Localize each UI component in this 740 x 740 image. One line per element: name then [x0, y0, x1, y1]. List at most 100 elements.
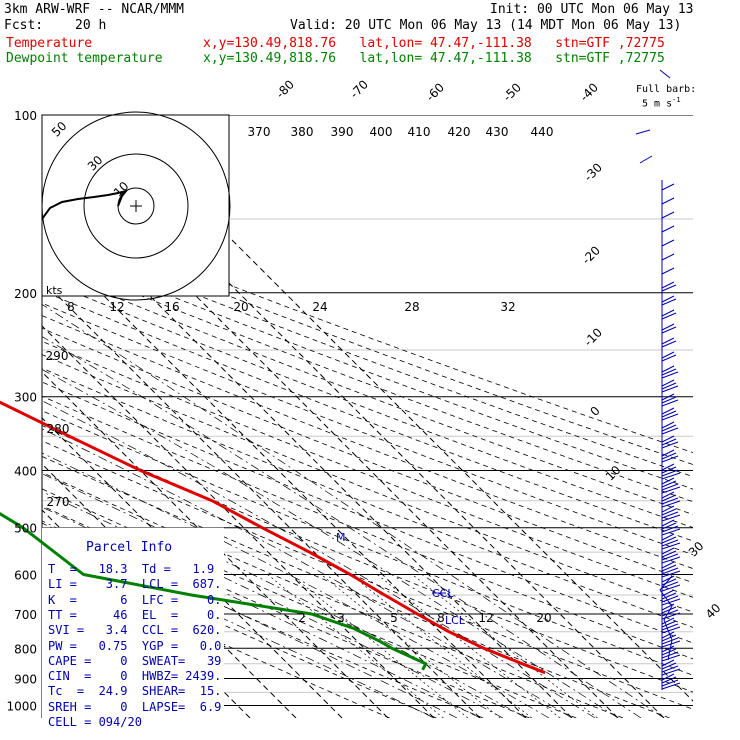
wind-barb — [661, 651, 679, 659]
dry-adiabat — [42, 354, 693, 613]
parcel-info-row: K = 6 LFC = 0. — [48, 592, 222, 607]
wind-barb — [661, 351, 675, 359]
wind-barb — [661, 337, 675, 345]
wind-barb — [661, 578, 677, 586]
wind-barb — [661, 197, 675, 205]
isotherm-label: -10 — [581, 325, 605, 349]
wind-barb — [661, 438, 677, 446]
wind-barb — [661, 679, 679, 687]
wind-barb — [661, 385, 679, 393]
dry-adiabat — [42, 440, 693, 710]
wind-barb — [661, 662, 677, 670]
wind-barb — [661, 668, 681, 676]
upper-wind-barb — [635, 129, 651, 135]
wind-barb — [661, 371, 679, 379]
wind-barb — [661, 396, 677, 404]
wind-barb — [661, 522, 677, 530]
dry-adiabat — [42, 315, 693, 570]
wind-barb — [661, 528, 681, 536]
diagram-grid — [41, 111, 693, 718]
wind-barb — [661, 410, 677, 418]
isotherm-label: -40 — [577, 80, 601, 104]
wind-barb — [661, 295, 675, 303]
parcel-info-box — [42, 527, 224, 718]
wind-barb — [661, 424, 677, 432]
wind-barb — [661, 645, 675, 653]
dry-adiabat — [42, 471, 624, 718]
pressure-label: 700 — [14, 608, 37, 622]
isotherm-line — [42, 417, 343, 718]
wind-barb — [661, 486, 681, 494]
wind-barb — [661, 407, 675, 415]
parcel-info-row: SREH = 0 LAPSE= 6.9 — [48, 699, 222, 714]
dry-adiabat — [42, 255, 693, 503]
wind-barb — [661, 609, 679, 617]
speed-tick-label: 32 — [500, 300, 515, 314]
wind-barb — [661, 592, 677, 600]
wind-barb — [661, 483, 679, 491]
theta-tick-label: 390 — [331, 125, 354, 139]
wind-barb — [661, 553, 679, 561]
wind-barb — [661, 637, 679, 645]
wind-barb — [661, 567, 679, 575]
upper-wind-barb — [639, 155, 653, 164]
wind-barb — [661, 472, 681, 480]
wind-barb — [661, 505, 675, 513]
wind-barb — [661, 421, 675, 429]
isotherm-label: -70 — [347, 77, 371, 101]
wind-barb — [661, 542, 681, 550]
wind-barb — [661, 550, 677, 558]
wind-barb — [661, 326, 677, 334]
isotherm-label: 40 — [703, 601, 724, 622]
hodograph-trace — [41, 189, 129, 220]
wind-barb — [661, 620, 677, 628]
wind-barb — [661, 536, 677, 544]
wind-barb — [661, 595, 679, 603]
wind-barb — [661, 323, 675, 331]
theta-tick-label: 430 — [486, 125, 509, 139]
wind-barb — [661, 547, 675, 555]
mixing-ratio-line — [320, 574, 501, 718]
wind-barb — [661, 581, 679, 589]
isotherm-label: -20 — [579, 243, 603, 267]
dry-adiabat — [42, 340, 693, 598]
wind-barb — [661, 427, 679, 435]
init-time: Init: 00 UTC Mon 06 May 13 — [490, 2, 694, 17]
speed-tick-label: 12 — [109, 300, 124, 314]
wind-barb — [661, 284, 677, 292]
dewpoint-legend: Dewpoint temperature — [6, 51, 163, 66]
wind-barb — [661, 382, 677, 390]
wind-barb — [661, 365, 675, 373]
speed-tick-label: 16 — [164, 300, 179, 314]
parcel-info-row: LI = 3.7 LCL = 687. — [48, 577, 222, 592]
wind-barb — [661, 654, 681, 662]
wind-barb — [661, 455, 679, 463]
wind-barb — [661, 626, 681, 634]
wind-barb — [661, 500, 681, 508]
mixing-ratio-label: 2 — [298, 611, 306, 625]
wind-barb — [661, 225, 675, 233]
mixing-ratio-line — [350, 574, 532, 718]
parcel-info-row: SVI = 3.4 CCL = 620. — [48, 623, 222, 638]
dry-adiabat — [42, 221, 693, 465]
wind-barb — [661, 281, 675, 289]
parcel-info-row: T = 18.3 Td = 1.9 — [48, 562, 215, 576]
moist-adiabat — [42, 400, 596, 718]
dry-adiabat — [42, 290, 693, 542]
wind-barb — [661, 449, 675, 457]
theta-tick-label: 410 — [408, 125, 431, 139]
isotherm-label: -80 — [273, 77, 297, 101]
wind-barb — [661, 659, 675, 667]
isotherm-label: 30 — [686, 539, 707, 560]
wind-barb — [661, 514, 681, 522]
hodograph-units: kts — [46, 284, 63, 297]
hodograph-panel — [41, 111, 231, 301]
dewpoint-station-info: x,y=130.49,818.76 lat,lon= 47.47,-111.38… — [203, 51, 665, 66]
wind-barb — [661, 539, 679, 547]
pressure-label: 500 — [14, 522, 37, 536]
isotherm-label: -60 — [423, 80, 447, 104]
wind-barb — [661, 312, 677, 320]
lcl-label: LCL — [445, 614, 466, 627]
mixing-ratio-label: 8 — [437, 611, 445, 625]
theta-label: 280 — [47, 422, 70, 436]
